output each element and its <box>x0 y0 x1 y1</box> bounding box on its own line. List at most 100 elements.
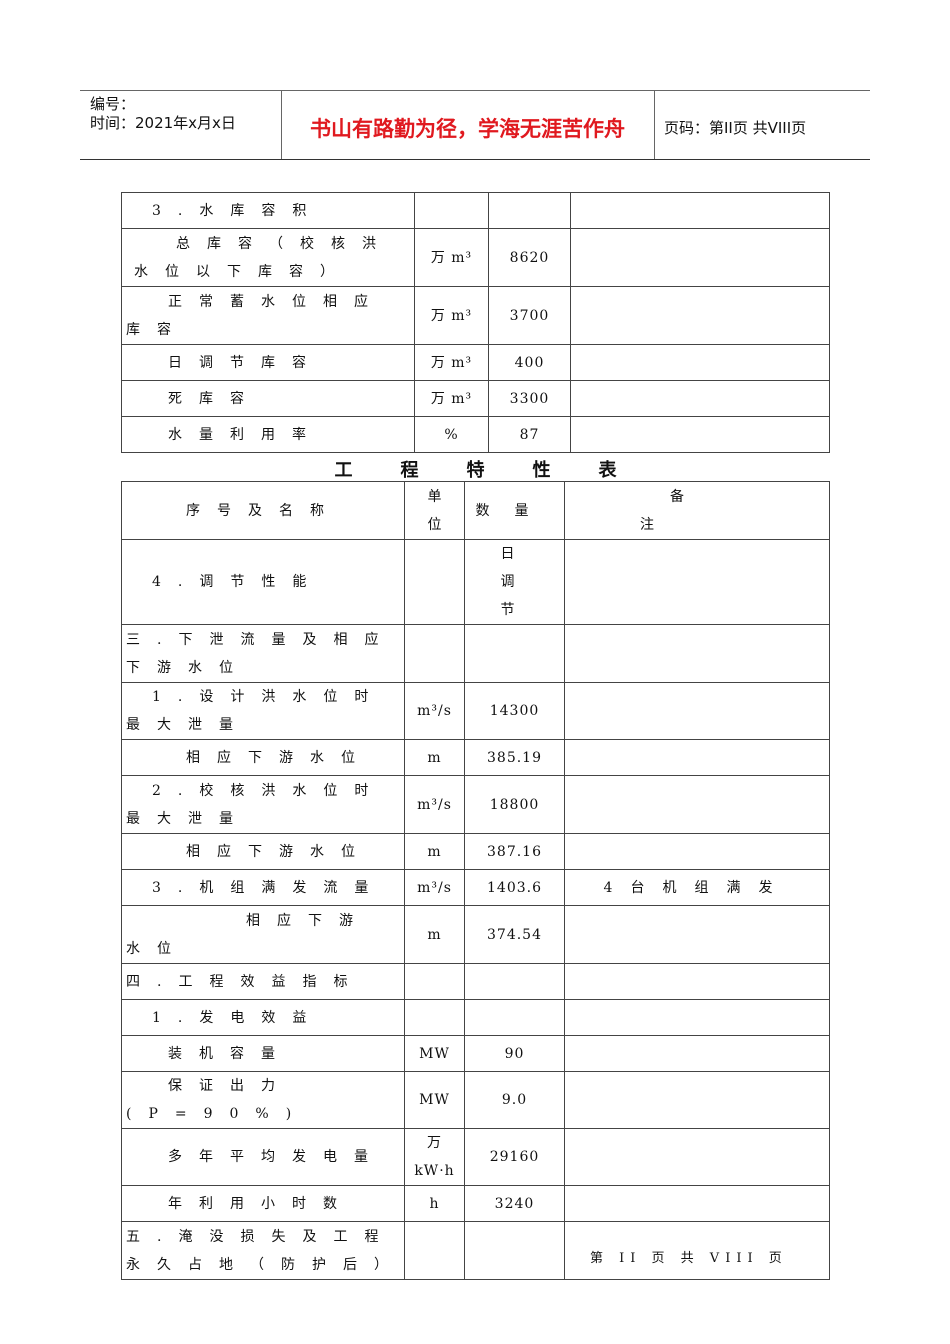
row-unit: 万kW·h <box>404 1128 465 1186</box>
row-name: 五.淹没损失及工程永久占地（防护后） <box>121 1221 405 1280</box>
row-unit: MW <box>404 1035 465 1072</box>
table-row: 年利用小时数 h 3240 <box>121 1185 830 1222</box>
row-value: 3240 <box>464 1185 565 1222</box>
table-row: 死库容万 m³ 3300 <box>121 380 830 417</box>
table-row: 相应下游水位 m 374.54 <box>121 905 830 964</box>
row-name: 1.设计洪水位时最大泄量 <box>121 682 405 740</box>
row-value: 400 <box>488 344 571 381</box>
page-footer: 第 II 页 共 VIII 页 <box>590 1251 788 1266</box>
row-note <box>564 963 830 1000</box>
row-unit <box>414 192 489 229</box>
row-value: 1403.6 <box>464 869 565 906</box>
row-note: 4台机组满发 <box>564 869 830 906</box>
divider <box>654 91 655 159</box>
row-value: 3700 <box>488 286 571 345</box>
row-unit: m³/s <box>404 682 465 740</box>
row-value: 日调节 <box>464 539 565 625</box>
table-row: 3.机组满发流量 m³/s 1403.6 4台机组满发 <box>121 869 830 906</box>
row-name: 三.下泄流量及相应下游水位 <box>121 624 405 683</box>
row-unit: 万 m³ <box>414 228 489 287</box>
row-unit <box>404 539 465 625</box>
row-note <box>564 624 830 683</box>
table-row: 装机容量 MW 90 <box>121 1035 830 1072</box>
reservoir-table: 3.水库容积 总库容（校核洪水位以下库容）万 m³ 8620 正常蓄水位相应库容万 m… <box>121 192 830 453</box>
table-row: 三.下泄流量及相应下游水位 <box>121 624 830 683</box>
row-unit: m <box>404 905 465 964</box>
row-name: 装机容量 <box>121 1035 405 1072</box>
table-row: 水量利用率% 87 <box>121 416 830 453</box>
row-unit <box>404 963 465 1000</box>
row-name: 保证出力(P=90%) <box>121 1071 405 1129</box>
header-value: 数量 <box>464 481 565 540</box>
row-value: 14300 <box>464 682 565 740</box>
row-note <box>564 905 830 964</box>
row-name: 总库容（校核洪水位以下库容） <box>121 228 415 287</box>
row-value: 374.54 <box>464 905 565 964</box>
row-value <box>464 1221 565 1280</box>
row-unit <box>404 1221 465 1280</box>
row-note <box>570 192 830 229</box>
row-note <box>570 228 830 287</box>
row-note <box>564 775 830 834</box>
row-name: 四.工程效益指标 <box>121 963 405 1000</box>
time-label: 时间：2021年x月x日 <box>90 114 236 132</box>
table-row: 相应下游水位 m 387.16 <box>121 833 830 870</box>
characteristics-table: 序号及名称 单位 数量 备注 4.调节性能 日调节 三.下泄流量及相应下游水位 1.设… <box>121 481 830 1280</box>
row-unit: h <box>404 1185 465 1222</box>
number-label: 编号： <box>90 95 136 113</box>
table-row: 正常蓄水位相应库容万 m³ 3700 <box>121 286 830 345</box>
row-unit: 万 m³ <box>414 344 489 381</box>
row-unit: m <box>404 833 465 870</box>
row-value <box>464 624 565 683</box>
row-unit: 万 m³ <box>414 286 489 345</box>
row-value: 387.16 <box>464 833 565 870</box>
table-row: 四.工程效益指标 <box>121 963 830 1000</box>
row-note <box>570 380 830 417</box>
row-value: 385.19 <box>464 739 565 776</box>
row-note <box>564 1035 830 1072</box>
row-name: 死库容 <box>121 380 415 417</box>
row-name: 多年平均发电量 <box>121 1128 405 1186</box>
motto: 书山有路勤为径，学海无涯苦作舟 <box>310 117 625 141</box>
table-row: 多年平均发电量 万kW·h 29160 <box>121 1128 830 1186</box>
row-note <box>564 1128 830 1186</box>
row-note <box>564 682 830 740</box>
row-note <box>570 416 830 453</box>
row-name: 1.发电效益 <box>121 999 405 1036</box>
table-row: 五.淹没损失及工程永久占地（防护后） <box>121 1221 830 1280</box>
row-value: 8620 <box>488 228 571 287</box>
row-value: 90 <box>464 1035 565 1072</box>
row-unit: % <box>414 416 489 453</box>
row-unit <box>404 999 465 1036</box>
table-title: 工程特性表 <box>334 460 665 481</box>
row-note <box>570 344 830 381</box>
table-row: 保证出力(P=90%) MW 9.0 <box>121 1071 830 1129</box>
table-row: 1.发电效益 <box>121 999 830 1036</box>
row-name: 正常蓄水位相应库容 <box>121 286 415 345</box>
table-header-row: 序号及名称 单位 数量 备注 <box>121 481 830 540</box>
row-name: 4.调节性能 <box>121 539 405 625</box>
row-note <box>570 286 830 345</box>
page-label: 页码：第II页 共VIII页 <box>664 119 807 137</box>
table-row: 总库容（校核洪水位以下库容）万 m³ 8620 <box>121 228 830 287</box>
row-value: 29160 <box>464 1128 565 1186</box>
header-unit: 单位 <box>404 481 465 540</box>
row-name: 水量利用率 <box>121 416 415 453</box>
row-name: 相应下游水位 <box>121 739 405 776</box>
row-name: 相应下游水位 <box>121 833 405 870</box>
row-name: 3.水库容积 <box>121 192 415 229</box>
row-value <box>464 999 565 1036</box>
row-value <box>464 963 565 1000</box>
row-note <box>564 1071 830 1129</box>
header-note: 备注 <box>564 481 830 540</box>
row-note <box>564 1221 830 1280</box>
row-value: 3300 <box>488 380 571 417</box>
row-note <box>564 1185 830 1222</box>
table-row: 3.水库容积 <box>121 192 830 229</box>
row-note <box>564 539 830 625</box>
row-value: 87 <box>488 416 571 453</box>
row-name: 2.校核洪水位时最大泄量 <box>121 775 405 834</box>
row-note <box>564 739 830 776</box>
row-unit <box>404 624 465 683</box>
